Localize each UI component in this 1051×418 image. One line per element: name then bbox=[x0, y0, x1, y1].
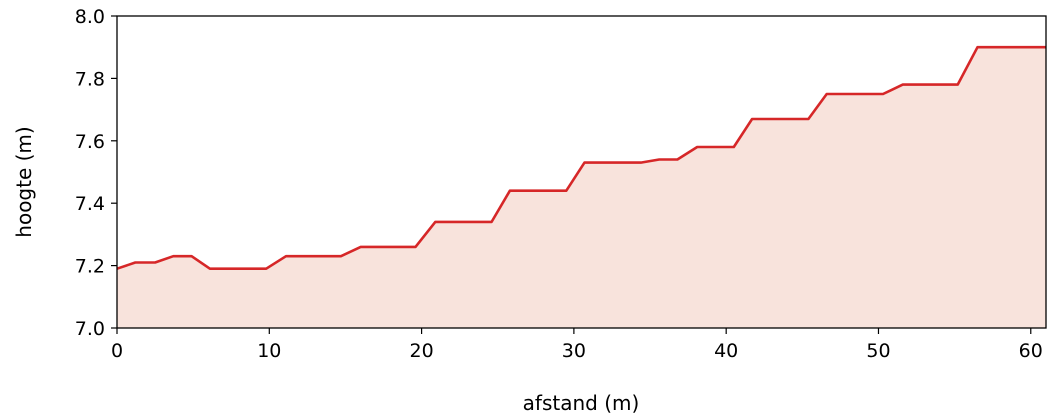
x-tick-label: 0 bbox=[111, 340, 123, 362]
x-tick-label: 20 bbox=[409, 340, 433, 362]
x-tick-label: 60 bbox=[1019, 340, 1043, 362]
x-axis-label: afstand (m) bbox=[523, 391, 640, 414]
y-tick-label: 7.2 bbox=[75, 256, 105, 278]
y-axis-label: hoogte (m) bbox=[12, 126, 36, 237]
elevation-line bbox=[116, 45, 1046, 270]
y-tick-label: 7.8 bbox=[75, 68, 105, 90]
y-tick-label: 7.0 bbox=[75, 318, 105, 340]
x-tick-label: 50 bbox=[866, 340, 890, 362]
x-tick-label: 10 bbox=[257, 340, 281, 362]
y-tick-label: 7.6 bbox=[75, 131, 105, 153]
plot-frame bbox=[116, 15, 1047, 329]
y-tick-label: 7.4 bbox=[75, 193, 105, 215]
x-tick-label: 30 bbox=[562, 340, 586, 362]
axes: 0 10 20 30 40 50 60 7.0 7.2 7.4 7.6 7.8 8.0 bbox=[75, 6, 1047, 362]
x-tick-label: 40 bbox=[714, 340, 738, 362]
elevation-area-fill bbox=[117, 47, 1046, 328]
y-tick-label: 8.0 bbox=[75, 6, 105, 28]
plot-area bbox=[116, 45, 1046, 328]
